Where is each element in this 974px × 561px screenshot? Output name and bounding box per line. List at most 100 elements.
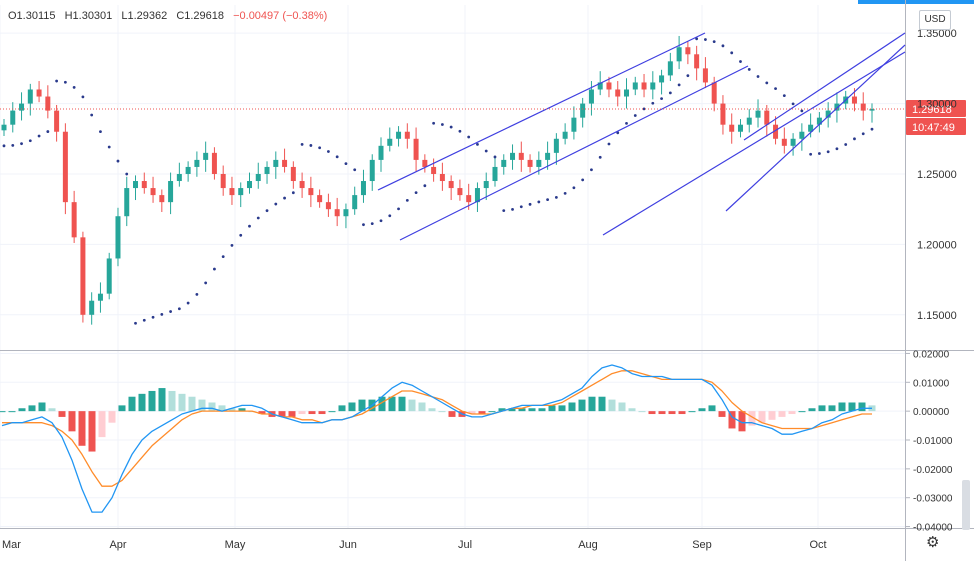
candle [527,154,533,173]
histogram-bar [158,388,166,412]
histogram-bar [38,402,46,412]
psar-dot [335,155,339,159]
time-tick-label: May [225,539,246,551]
candle [238,182,244,208]
psar-dot [230,243,234,247]
macd-tick-label: -0.01000 [913,436,953,447]
candle [404,123,410,149]
psar-dot [598,155,602,159]
candle-body [694,54,700,69]
psar-dot [826,150,830,154]
candle-body [220,173,226,189]
histogram-bar [58,411,66,417]
psar-dot [423,184,427,188]
signal-line [2,370,872,487]
histogram-bar [608,399,616,412]
candle [308,176,314,208]
candle [10,102,16,133]
candle-body [211,152,217,174]
candle [816,112,822,133]
candle [720,95,726,135]
candle [676,35,682,70]
histogram-bar [788,411,796,415]
candle-body [255,173,261,182]
candle [746,109,752,133]
psar-dot [642,107,646,111]
histogram-bar [708,405,716,412]
psar-dot [239,233,243,237]
psar-dot [274,202,278,206]
candle-body [299,181,305,189]
trendline [725,44,906,212]
candle [448,175,454,201]
psar-dot [300,143,304,146]
histogram-bar [168,390,176,412]
candle-body [431,166,437,174]
candle [290,161,296,189]
candle-body [711,82,717,104]
histogram-bar [668,411,676,415]
histogram-bar [558,405,566,412]
histogram-bar [568,402,576,412]
candle-body [624,89,630,97]
candle-body [851,96,857,104]
psar-dot [169,310,172,313]
psar-dot [63,80,67,84]
psar-dot [458,129,462,133]
candle-body [588,89,594,104]
trendlines [377,32,906,241]
psar-dot [397,207,400,211]
candle-body [106,258,112,294]
psar-dot [844,143,848,146]
candle-body [527,159,533,167]
psar-dot [142,318,146,322]
histogram-bar [258,411,266,415]
candle-body [667,61,673,76]
candle-body [571,117,577,132]
candle [790,133,796,156]
change-value: −0.00497 (−0.38%) [233,10,328,22]
candle [413,127,419,172]
candle [641,74,647,98]
currency-button[interactable]: USD [919,10,951,30]
psar-dot [870,127,874,131]
psar-dot [660,97,663,100]
psar-dot [581,178,585,182]
psar-dot [353,168,357,172]
time-tick-label: Jun [339,539,357,551]
histogram-bar [538,408,546,412]
psar-dot [853,137,856,141]
candle [825,102,831,128]
psar-dot [519,205,523,209]
candle-body [378,145,384,160]
histogram-bar [738,411,746,432]
candle-body [19,103,25,111]
psar-dot [607,142,611,146]
candle [141,172,147,194]
psar-dot [248,224,251,228]
histogram-bar [148,390,156,412]
candle [352,186,358,215]
candle-body [229,188,235,196]
histogram-bar [768,411,776,420]
gear-icon[interactable]: ⚙ [926,534,940,551]
psar-dot [712,40,716,44]
trendline [743,32,906,141]
psar-dot [756,75,760,78]
psar-dot [651,101,655,105]
candle [54,104,60,142]
candle-body [273,159,279,167]
candle-body [325,202,331,210]
histogram-bar [278,411,286,417]
histogram-bar [818,405,826,412]
candle-body [115,216,121,259]
psar-dot [686,74,690,78]
candle-body [334,209,340,217]
psar-dot [2,144,6,148]
psar-dot [283,196,286,200]
psar-dot [677,83,681,87]
scrollbar[interactable] [962,480,970,530]
histogram-bar [658,411,666,415]
candle-body [501,159,507,167]
